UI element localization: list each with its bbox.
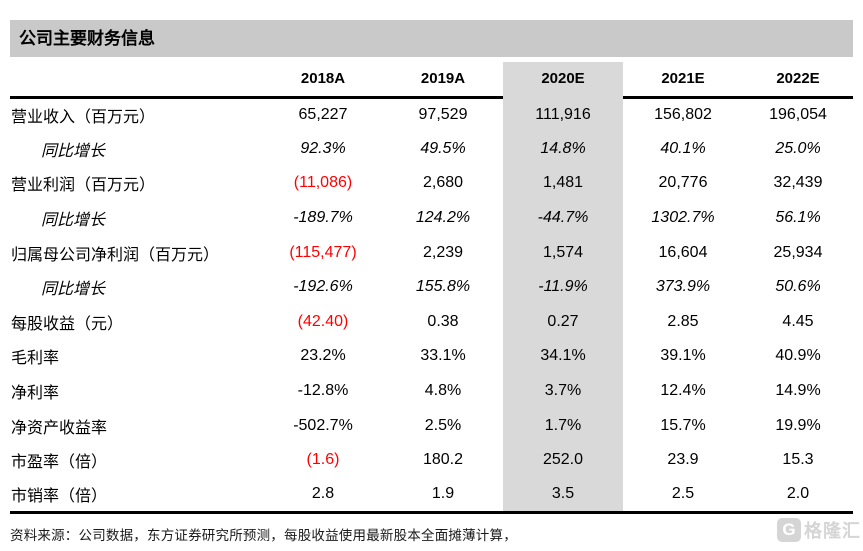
table-row: 每股收益（元） (42.40) 0.38 0.27 2.85 4.45 (10, 304, 853, 340)
table-cell: 3.7% (503, 373, 623, 409)
row-label: 市盈率（倍） (11, 454, 108, 472)
table-row: 毛利率 23.2% 33.1% 34.1% 39.1% 40.9% (10, 339, 853, 374)
table-cell: 39.1% (660, 347, 706, 365)
table-cell: -12.8% (297, 382, 349, 400)
header-2019A: 2019A (383, 62, 503, 99)
table-cell: 180.2 (422, 451, 464, 469)
row-label: 同比增长 (41, 212, 106, 230)
table-cell: 1,481 (503, 166, 623, 201)
table-cell: -192.6% (293, 278, 353, 296)
gelonghui-watermark: G 格隆汇 (777, 513, 861, 546)
table-cell: 1.7% (503, 408, 623, 443)
table-cell: 56.1% (775, 209, 821, 227)
table-cell: (42.40) (297, 312, 349, 330)
table-cell: -11.9% (503, 269, 623, 305)
header-2021E: 2021E (623, 62, 743, 99)
row-label: 营业利润（百万元） (11, 177, 156, 195)
table-cell: 33.1% (420, 347, 466, 365)
table-row: 同比增长 -192.6% 155.8% -11.9% 373.9% 50.6% (10, 269, 853, 305)
table-cell: 65,227 (298, 106, 348, 124)
table-cell: 373.9% (655, 278, 711, 296)
table-cell: 92.3% (300, 139, 346, 157)
table-cell: 15.7% (660, 416, 706, 434)
table-cell: 1.9 (383, 477, 503, 514)
table-cell: 25.0% (775, 139, 821, 157)
table-cell: 156,802 (654, 106, 712, 124)
table-cell: 1,574 (503, 235, 623, 270)
table-cell: 1302.7% (651, 209, 715, 227)
table-cell: 34.1% (503, 339, 623, 374)
table-cell: 23.2% (300, 347, 346, 365)
table-cell: (1.6) (306, 451, 340, 469)
table-row: 市盈率（倍） (1.6) 180.2 252.0 23.9 15.3 (10, 442, 853, 478)
table-cell: 50.6% (775, 278, 821, 296)
row-label: 净利率 (11, 385, 60, 403)
table-row: 净资产收益率 -502.7% 2.5% 1.7% 15.7% 19.9% (10, 408, 853, 443)
table-cell: 25,934 (773, 243, 823, 261)
table-row: 营业收入（百万元） 65,227 97,529 111,916 156,802 196,0… (10, 97, 853, 132)
table-cell: 14.8% (503, 131, 623, 167)
row-label: 同比增长 (41, 281, 106, 299)
table-cell: 32,439 (773, 174, 823, 192)
table-cell: 2.5 (623, 477, 743, 514)
header-empty (10, 62, 263, 99)
header-2018A: 2018A (263, 62, 383, 99)
table-cell: 2,680 (422, 174, 464, 192)
table-cell: 15.3 (782, 451, 814, 469)
table-cell: 19.9% (775, 416, 821, 434)
table-cell: 0.27 (503, 304, 623, 340)
row-label: 归属母公司净利润（百万元） (11, 246, 220, 264)
header-2020E: 2020E (503, 62, 623, 99)
section-title: 公司主要财务信息 (10, 20, 853, 57)
table-cell: 3.5 (503, 477, 623, 514)
table-cell: -502.7% (293, 416, 353, 434)
table-header-row: 2018A 2019A 2020E 2021E 2022E (10, 62, 853, 99)
row-label: 净资产收益率 (11, 419, 108, 437)
table-cell: 20,776 (658, 174, 708, 192)
table-row: 归属母公司净利润（百万元） (115,477) 2,239 1,574 16,604 25… (10, 235, 853, 270)
table-cell: 16,604 (658, 243, 708, 261)
table-cell: 124.2% (415, 209, 471, 227)
table-row: 净利率 -12.8% 4.8% 3.7% 12.4% 14.9% (10, 373, 853, 409)
table-cell: 23.9 (667, 451, 699, 469)
row-label: 毛利率 (11, 350, 60, 368)
table-cell: 2.0 (743, 477, 853, 514)
header-2022E: 2022E (743, 62, 853, 99)
table-cell: 4.45 (782, 312, 814, 330)
table-cell: 252.0 (503, 442, 623, 478)
table-cell: 0.38 (427, 312, 459, 330)
table-cell: 97,529 (418, 106, 468, 124)
table-row: 同比增长 92.3% 49.5% 14.8% 40.1% 25.0% (10, 131, 853, 167)
table-cell: (11,086) (293, 174, 353, 192)
source-note: 资料来源：公司数据，东方证券研究所预测，每股收益使用最新股本全面摊薄计算， (10, 528, 517, 543)
table-row: 营业利润（百万元） (11,086) 2,680 1,481 20,776 32,439 (10, 166, 853, 201)
gelonghui-logo-icon: G (777, 517, 801, 542)
financial-table: 2018A 2019A 2020E 2021E 2022E 营业收入（百万元） 6… (10, 62, 853, 514)
row-label: 每股收益（元） (11, 315, 124, 333)
table-cell: 2.85 (667, 312, 699, 330)
table-cell: 2.8 (263, 477, 383, 514)
table-cell: 111,916 (503, 97, 623, 132)
row-label: 同比增长 (41, 142, 106, 160)
table-row: 市销率（倍） 2.8 1.9 3.5 2.5 2.0 (10, 477, 853, 514)
table-cell: -189.7% (293, 209, 353, 227)
table-cell: 12.4% (660, 382, 706, 400)
table-cell: 49.5% (420, 139, 466, 157)
table-cell: 4.8% (424, 382, 462, 400)
row-label: 营业收入（百万元） (11, 109, 156, 127)
table-cell: 155.8% (415, 278, 471, 296)
table-cell: 14.9% (775, 382, 821, 400)
table-row: 同比增长 -189.7% 124.2% -44.7% 1302.7% 56.1% (10, 200, 853, 236)
table-cell: 2,239 (422, 243, 464, 261)
table-cell: 2.5% (424, 416, 462, 434)
table-cell: 40.1% (660, 139, 706, 157)
row-label: 市销率（倍） (10, 477, 263, 514)
table-cell: 40.9% (775, 347, 821, 365)
table-cell: (115,477) (289, 243, 357, 261)
table-cell: -44.7% (503, 200, 623, 236)
watermark-text: 格隆汇 (804, 520, 861, 541)
table-cell: 196,054 (769, 106, 827, 124)
